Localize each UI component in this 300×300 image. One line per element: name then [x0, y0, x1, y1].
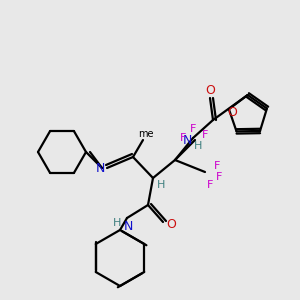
Text: F: F: [214, 161, 220, 171]
Text: H: H: [113, 218, 121, 228]
Text: H: H: [157, 180, 165, 190]
Text: O: O: [227, 106, 237, 119]
Text: H: H: [194, 141, 202, 151]
Text: F: F: [190, 124, 196, 134]
Text: N: N: [182, 134, 192, 146]
Text: F: F: [207, 180, 213, 190]
Text: F: F: [202, 130, 208, 140]
Text: F: F: [216, 172, 222, 182]
Text: F: F: [180, 133, 186, 143]
Text: me: me: [138, 129, 154, 139]
Text: O: O: [166, 218, 176, 232]
Text: N: N: [95, 161, 105, 175]
Text: O: O: [205, 85, 215, 98]
Text: N: N: [123, 220, 133, 232]
